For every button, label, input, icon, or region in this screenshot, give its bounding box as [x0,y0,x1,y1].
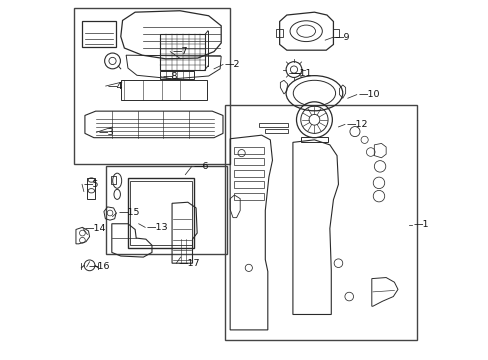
Text: —12: —12 [346,120,367,129]
Text: —5: —5 [83,180,99,189]
Bar [224,105,416,339]
Bar [258,123,287,127]
Text: —6: —6 [193,162,209,171]
Text: —1: —1 [413,220,428,229]
Bar [333,30,338,37]
Bar [234,170,264,177]
Text: —8: —8 [163,72,178,81]
Text: —4: —4 [107,82,123,91]
Bar [160,35,204,69]
Text: —7: —7 [172,47,187,56]
Text: —13: —13 [147,223,168,232]
Bar [130,181,192,245]
Text: —9: —9 [334,33,350,42]
Bar [234,193,264,200]
Bar [234,158,264,165]
Bar [234,181,264,188]
Text: —16: —16 [88,262,110,271]
Bar [276,30,282,37]
Bar [82,22,116,47]
Text: —15: —15 [118,208,140,217]
Bar [128,178,194,248]
Bar [264,129,287,133]
Bar [160,71,194,79]
Bar [74,8,230,164]
Bar [121,80,206,100]
Text: —2: —2 [224,60,240,69]
Bar [87,178,95,199]
Text: —14: —14 [85,224,106,233]
Bar [300,136,327,142]
Bar [106,166,226,253]
Bar [111,176,116,184]
Bar [234,147,264,154]
Text: —17: —17 [178,259,199,268]
Text: —11: —11 [290,69,311,78]
Text: —10: —10 [358,90,379,99]
Text: —3: —3 [98,128,114,137]
